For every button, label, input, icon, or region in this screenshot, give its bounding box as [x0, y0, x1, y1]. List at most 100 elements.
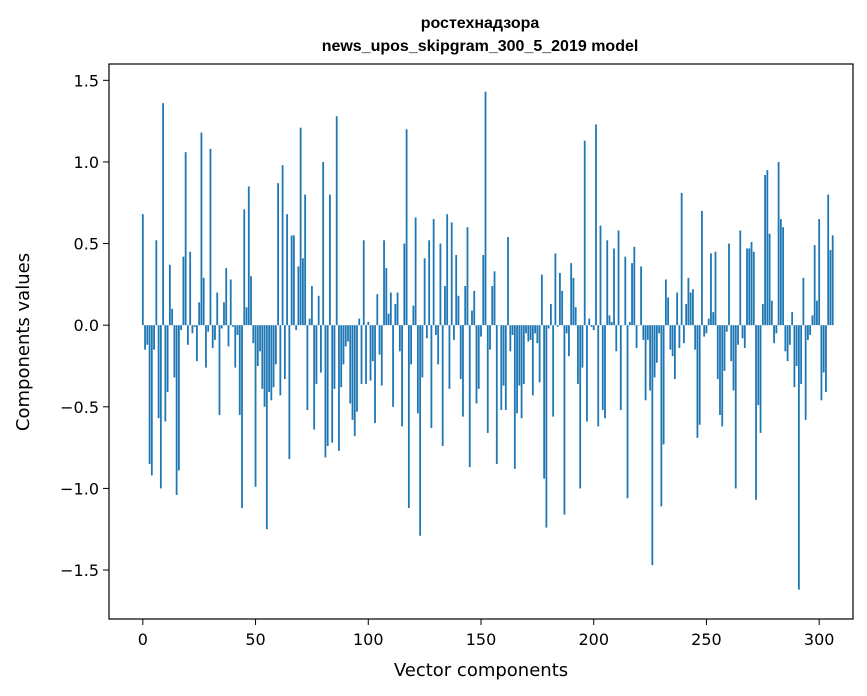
bar	[376, 294, 379, 326]
y-tick-label: 0.0	[74, 316, 99, 335]
bar	[168, 264, 171, 326]
bar	[547, 325, 550, 329]
bar	[671, 325, 674, 357]
bar	[279, 325, 282, 396]
bar	[191, 325, 194, 334]
bar	[256, 325, 259, 366]
bar	[414, 217, 417, 326]
bar	[211, 325, 214, 349]
bar	[728, 243, 730, 326]
bar	[599, 225, 602, 326]
x-tick-label: 200	[578, 630, 609, 649]
bar	[326, 325, 329, 446]
bar	[601, 325, 604, 411]
bar	[701, 210, 703, 326]
bar	[712, 312, 715, 326]
bar	[146, 325, 149, 345]
bar	[241, 325, 243, 508]
bar	[308, 318, 311, 326]
bar	[324, 325, 327, 458]
y-tick-label: −1.0	[60, 479, 99, 498]
bar	[646, 325, 649, 340]
bar	[540, 274, 543, 326]
bar	[807, 325, 809, 340]
bar	[491, 286, 494, 326]
bar	[261, 325, 264, 389]
bar	[741, 325, 744, 339]
bar	[633, 246, 636, 326]
bar	[511, 325, 514, 335]
bar	[554, 253, 557, 326]
bar	[748, 248, 751, 326]
bar	[568, 325, 570, 357]
bar	[820, 325, 823, 401]
bar	[545, 325, 548, 528]
bar	[180, 325, 183, 331]
bar	[405, 129, 408, 326]
bar	[173, 325, 176, 378]
bar	[164, 325, 167, 422]
bar	[734, 325, 737, 489]
bar	[737, 325, 739, 345]
bar	[631, 263, 633, 326]
bar	[268, 325, 270, 393]
bar	[477, 325, 480, 389]
x-tick-label: 250	[691, 630, 722, 649]
bar	[329, 194, 331, 326]
bar	[782, 227, 785, 326]
y-tick-label: −0.5	[60, 398, 99, 417]
bar	[297, 266, 300, 326]
x-tick-label: 0	[138, 630, 148, 649]
bars-group	[141, 91, 834, 590]
bar	[831, 235, 834, 326]
bar	[561, 290, 564, 326]
bar	[768, 233, 771, 326]
bar	[791, 312, 794, 326]
bar	[572, 277, 575, 326]
bar	[471, 310, 473, 326]
bar	[243, 209, 246, 326]
x-axis-label: Vector components	[394, 660, 568, 681]
bar	[757, 325, 760, 406]
bar	[664, 279, 667, 326]
bar	[220, 325, 223, 329]
bar	[822, 325, 825, 373]
bar	[617, 230, 620, 326]
bar	[358, 318, 361, 326]
bar	[563, 325, 566, 515]
bar	[259, 325, 261, 352]
bar	[583, 140, 586, 326]
bar	[669, 325, 672, 350]
bar	[349, 325, 352, 404]
bar	[250, 276, 252, 326]
bar	[773, 325, 775, 344]
bar	[504, 325, 507, 411]
bar	[746, 248, 748, 326]
y-tick-label: 1.5	[74, 71, 99, 90]
bar	[286, 214, 289, 326]
bar	[777, 161, 780, 326]
x-axis-ticks: 0 50 100 150 200 250 300	[138, 619, 834, 649]
bar	[743, 325, 746, 349]
bar	[342, 325, 345, 365]
bar	[723, 325, 726, 371]
bar	[247, 186, 250, 326]
bar	[254, 325, 257, 487]
bar	[482, 254, 485, 326]
bar	[597, 325, 600, 427]
bar	[232, 325, 234, 327]
bar	[270, 325, 273, 401]
bar	[714, 251, 717, 326]
bar	[320, 325, 322, 373]
bar	[227, 325, 230, 347]
bar	[755, 325, 757, 500]
bar	[581, 325, 584, 368]
bar	[200, 132, 203, 326]
bar	[635, 325, 638, 349]
bar	[171, 308, 174, 326]
bar	[187, 325, 189, 345]
bar	[809, 325, 812, 335]
bar	[198, 302, 201, 326]
bar	[441, 325, 444, 446]
bar	[707, 318, 710, 326]
